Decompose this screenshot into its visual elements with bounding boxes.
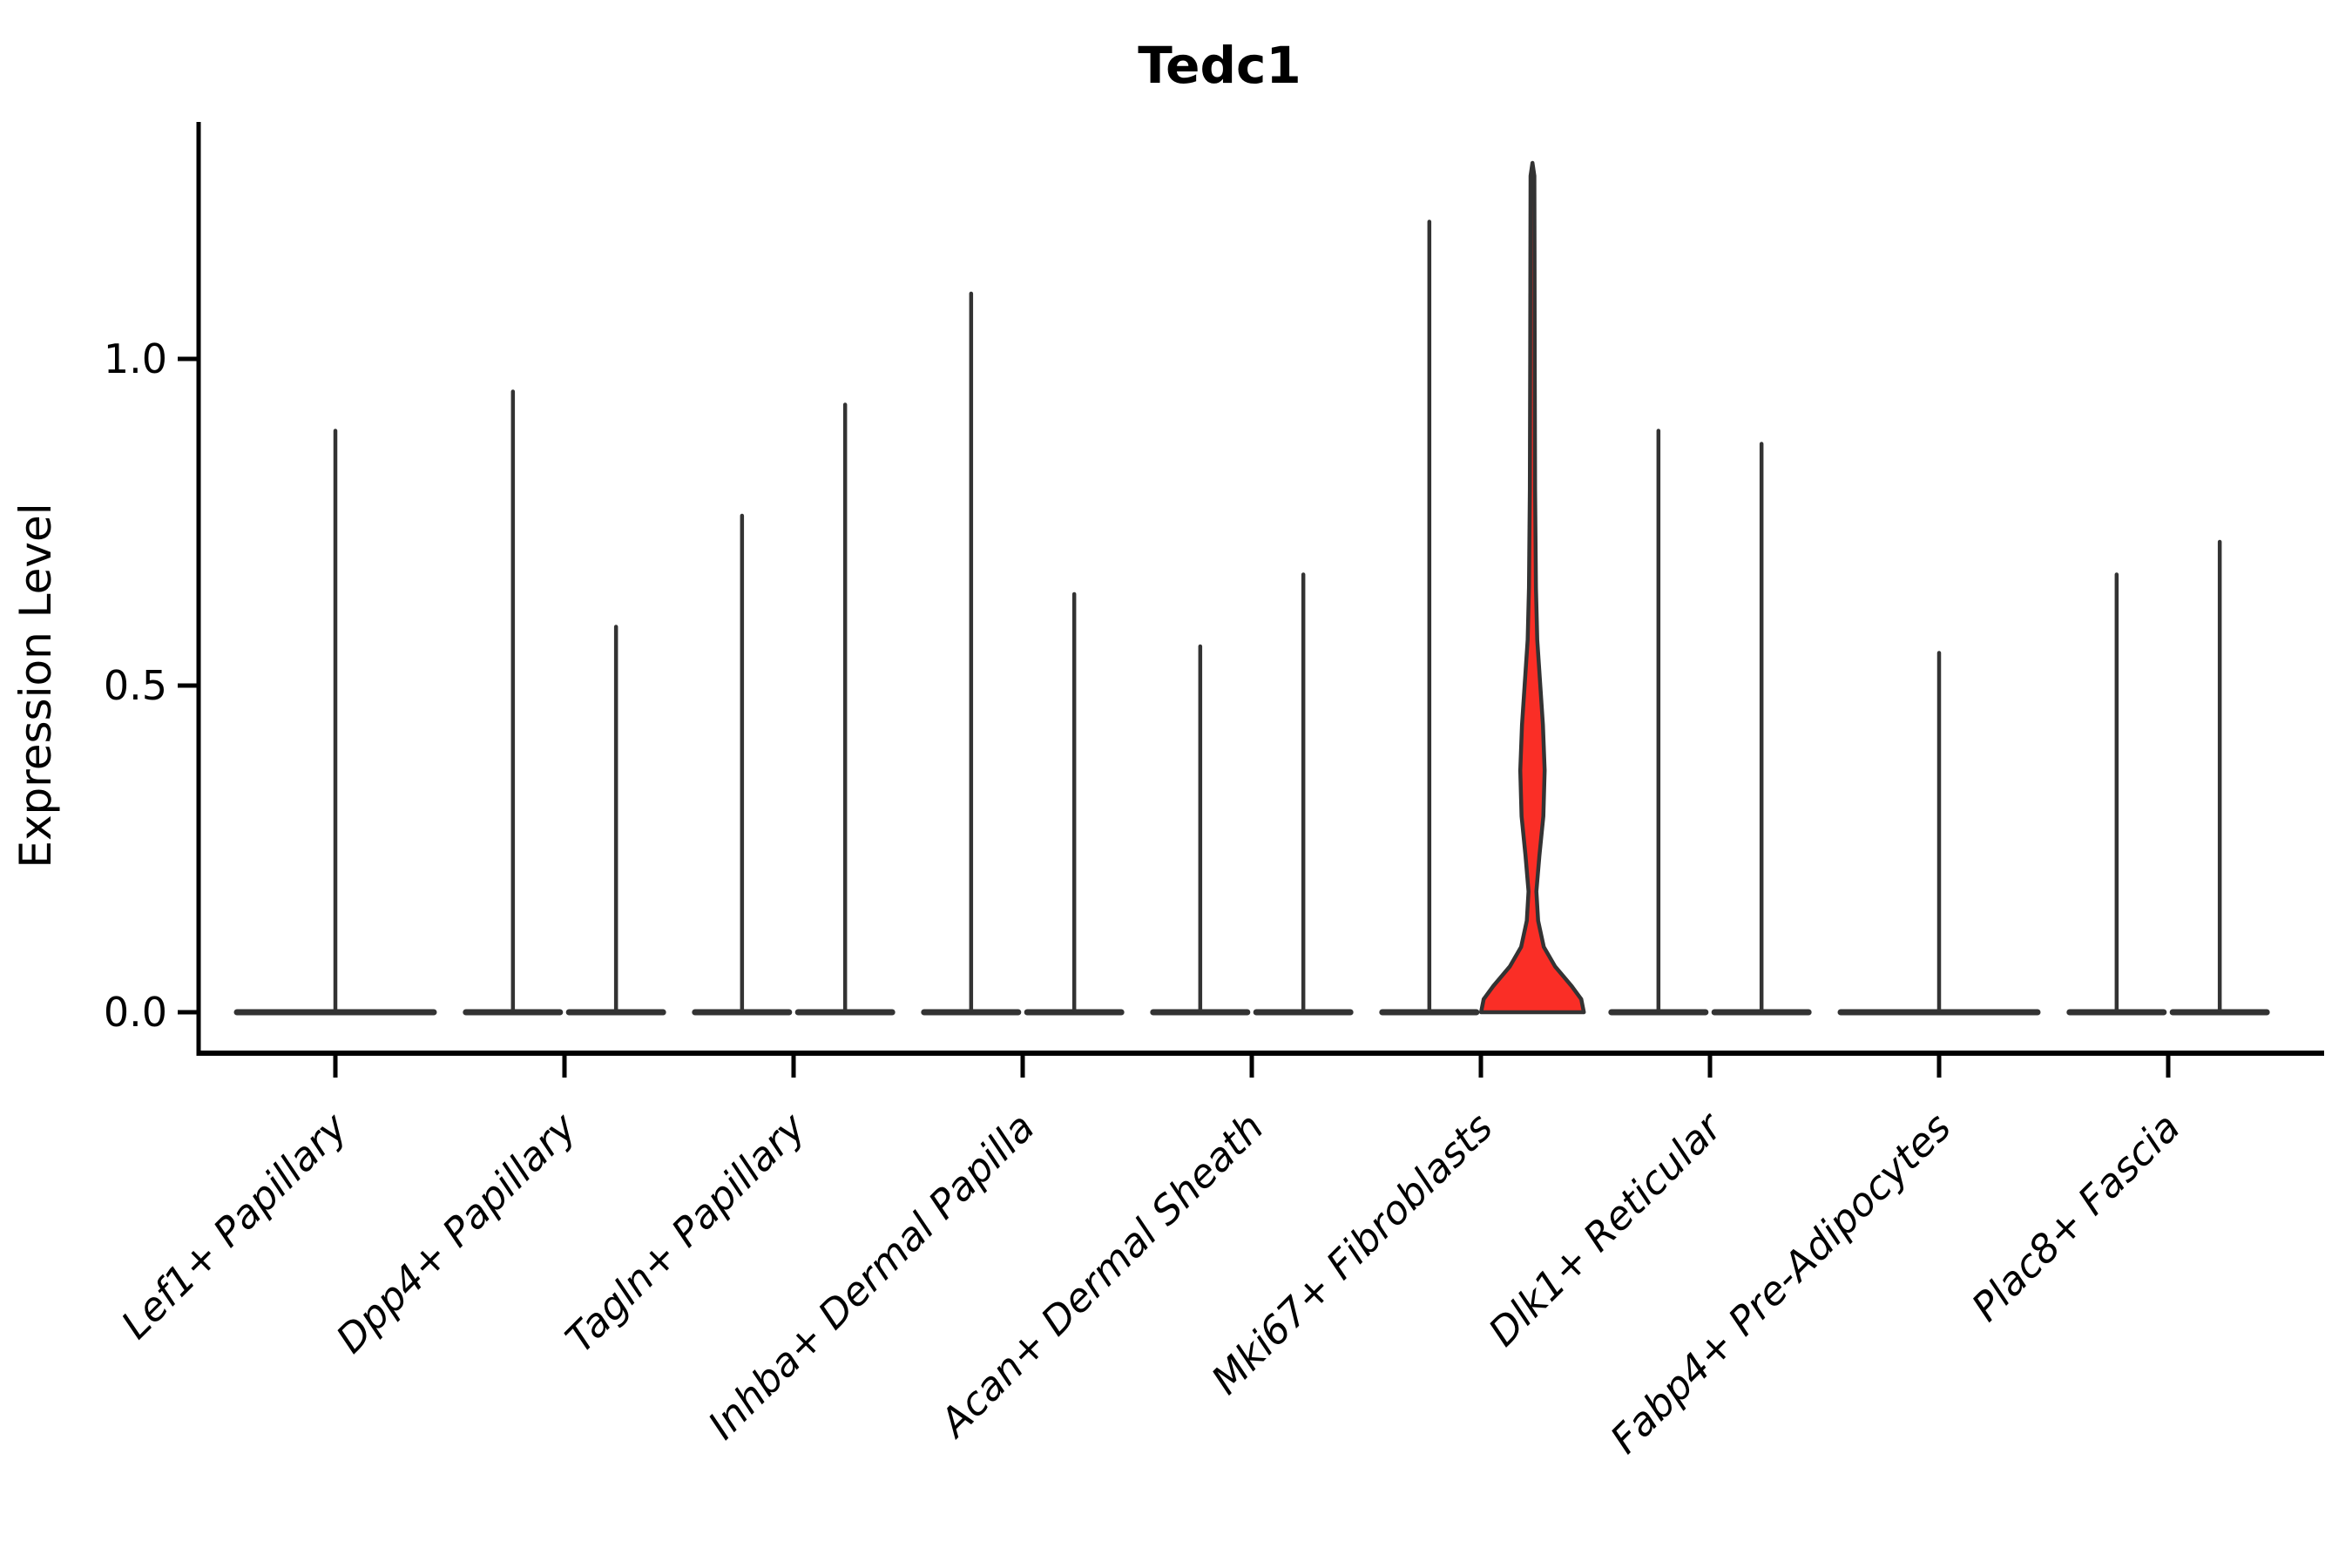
x-tick-label: Plac8+ Fascia	[1963, 1104, 2189, 1330]
y-tick-label: 0.5	[104, 662, 167, 709]
violin-acan-dermal-sheath-left	[1150, 644, 1251, 1016]
violin-fabp4-pre-adipocytes-full	[1837, 651, 2041, 1016]
y-axis-label: Expression Level	[10, 503, 61, 868]
violin-dlk1-reticular-right	[1711, 442, 1812, 1016]
violin-tagln-papillary-right	[794, 402, 896, 1016]
x-tick-label: Lef1+ Papillary	[112, 1103, 357, 1348]
violin-mki67-fibroblasts-right	[1478, 160, 1586, 1015]
violin-dpp4-papillary-left	[463, 389, 564, 1016]
highlighted-violin-shape	[1478, 160, 1586, 1015]
x-tick-label: Dlk1+ Reticular	[1479, 1103, 1732, 1355]
chart-title: Tedc1	[1138, 36, 1301, 95]
violin-mki67-fibroblasts-left	[1379, 220, 1480, 1016]
y-tick-label: 1.0	[104, 335, 167, 382]
violin-plac8-fascia-right	[2169, 539, 2270, 1016]
y-tick-label: 0.0	[104, 989, 167, 1036]
violin-inhba-dermal-papilla-right	[1024, 591, 1125, 1016]
violin-tagln-papillary-left	[692, 513, 793, 1016]
violin-inhba-dermal-papilla-left	[921, 291, 1022, 1016]
violin-acan-dermal-sheath-right	[1253, 572, 1354, 1016]
violin-dpp4-papillary-right	[565, 625, 666, 1016]
violin-dlk1-reticular-left	[1608, 429, 1709, 1016]
violin-plac8-fascia-left	[2066, 572, 2167, 1016]
x-tick-label: Tagln+ Papillary	[557, 1103, 815, 1362]
violin-lef1-papillary-full	[233, 429, 437, 1016]
x-tick-label: Dpp4+ Papillary	[328, 1103, 586, 1362]
